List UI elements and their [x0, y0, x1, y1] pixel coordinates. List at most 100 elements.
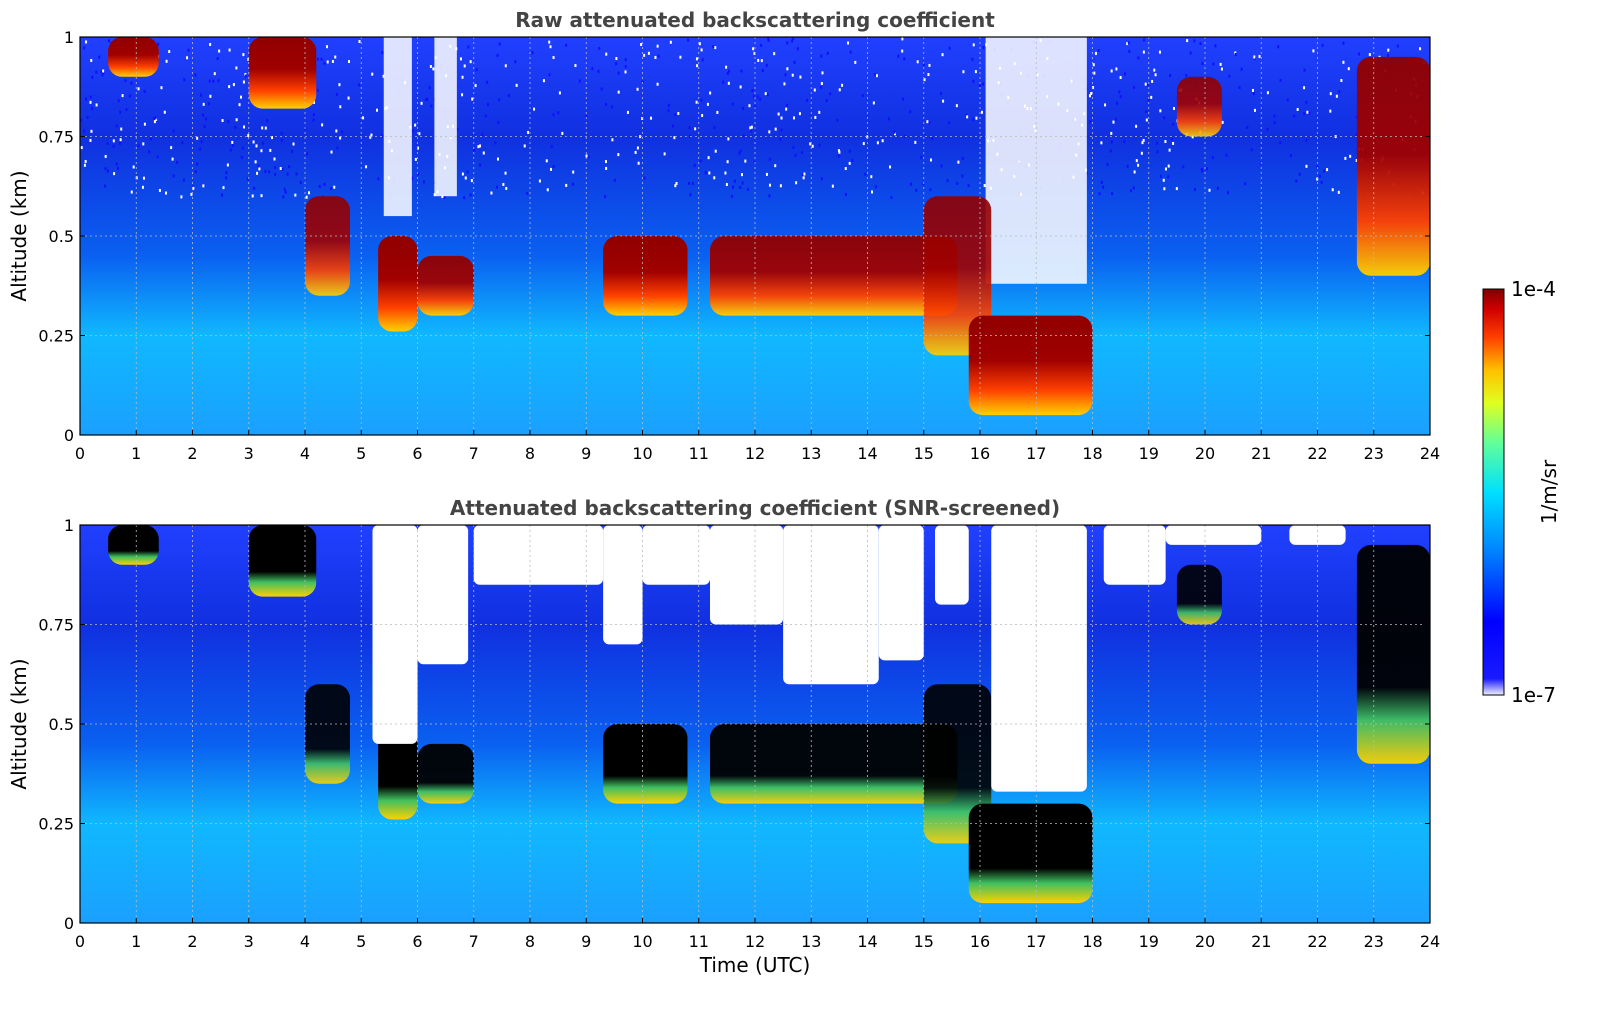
noise-speck: [187, 48, 190, 52]
noise-speck: [149, 137, 152, 141]
noise-speck: [693, 163, 696, 167]
noise-speck: [335, 92, 338, 96]
noise-speck: [531, 51, 534, 55]
x-tick-label: 21: [1251, 444, 1271, 463]
noise-speck: [811, 144, 814, 148]
cloud-layer-cell: [1356, 56, 1430, 276]
noise-speck: [104, 167, 107, 171]
noise-speck: [418, 132, 421, 136]
noise-speck: [283, 187, 286, 191]
noise-speck: [785, 103, 788, 107]
noise-speck: [234, 125, 237, 129]
noise-speck: [587, 155, 590, 159]
noise-speck: [962, 70, 965, 74]
x-tick-label: 13: [801, 444, 821, 463]
noise-speck: [565, 43, 568, 47]
noise-speck: [235, 118, 238, 122]
noise-speck: [701, 58, 704, 62]
noise-speck: [202, 102, 205, 106]
noise-speck: [1199, 42, 1202, 46]
noise-speck: [497, 121, 500, 125]
noise-speck: [117, 166, 120, 170]
noise-speck: [1279, 78, 1282, 82]
noise-speck: [548, 73, 551, 77]
noise-speck: [1140, 151, 1143, 155]
noise-speck: [137, 87, 140, 91]
noise-speck: [95, 103, 98, 107]
snr-masked-region: [417, 525, 469, 665]
noise-speck: [792, 37, 795, 41]
noise-speck: [1123, 72, 1126, 76]
noise-speck: [490, 191, 493, 195]
noise-speck: [208, 79, 211, 83]
noise-speck: [291, 150, 294, 154]
noise-speck: [779, 137, 782, 141]
noise-speck: [269, 148, 272, 152]
noise-speck: [89, 138, 92, 142]
noise-speck: [148, 150, 151, 154]
noise-speck: [255, 144, 258, 148]
noise-speck: [1116, 101, 1119, 105]
noise-speck: [714, 149, 717, 153]
noise-speck: [316, 88, 319, 92]
noise-speck: [1337, 190, 1340, 194]
noise-speck: [615, 62, 618, 66]
noise-speck: [940, 164, 943, 168]
noise-speck: [228, 48, 231, 52]
noise-speck: [456, 128, 459, 132]
noise-speck: [901, 49, 904, 53]
x-tick-label: 7: [469, 932, 479, 951]
noise-speck: [768, 194, 771, 198]
cloud-layer-cell: [248, 37, 317, 109]
noise-speck: [1145, 110, 1148, 114]
noise-speck: [1172, 106, 1175, 110]
noise-speck: [768, 183, 771, 187]
noise-speck: [89, 100, 92, 104]
noise-speck: [523, 144, 526, 148]
noise-speck: [330, 187, 333, 191]
noise-speck: [163, 110, 166, 114]
noise-speck: [591, 67, 594, 71]
noise-speck: [774, 127, 777, 131]
noise-speck: [1211, 156, 1214, 160]
noise-speck: [1266, 91, 1269, 95]
noise-speck: [432, 67, 435, 71]
noise-speck: [102, 69, 105, 73]
noise-speck: [330, 150, 333, 154]
noise-speck: [95, 70, 98, 74]
noise-speck: [1273, 121, 1276, 125]
noise-speck: [767, 38, 770, 42]
noise-speck: [1191, 135, 1194, 139]
noise-speck: [750, 125, 753, 129]
noise-speck: [694, 127, 697, 131]
noise-speck: [130, 190, 133, 194]
noise-speck: [982, 82, 985, 86]
noise-speck: [1277, 45, 1280, 49]
noise-speck: [339, 105, 342, 109]
noise-speck: [244, 74, 247, 78]
noise-speck: [955, 104, 958, 108]
snr-masked-region: [372, 525, 418, 744]
noise-speck: [358, 83, 361, 87]
noise-speck: [312, 118, 315, 122]
noise-speck: [115, 124, 118, 128]
noise-speck: [794, 153, 797, 157]
noise-speck: [691, 182, 694, 186]
x-tick-label: 22: [1307, 444, 1327, 463]
noise-speck: [1142, 138, 1145, 142]
noise-speck: [137, 144, 140, 148]
noise-speck: [232, 83, 235, 87]
noise-speck: [260, 194, 263, 198]
colorbar-min-label: 1e-7: [1511, 683, 1556, 707]
noise-speck: [600, 87, 603, 91]
noise-speck: [980, 110, 983, 114]
clear-sky-region: [985, 37, 1087, 284]
noise-speck: [744, 159, 747, 163]
noise-speck: [1170, 137, 1173, 141]
noise-speck: [228, 85, 231, 89]
noise-speck: [983, 184, 986, 188]
noise-speck: [707, 156, 710, 160]
noise-speck: [417, 146, 420, 150]
noise-speck: [83, 46, 86, 50]
noise-speck: [1115, 67, 1118, 71]
